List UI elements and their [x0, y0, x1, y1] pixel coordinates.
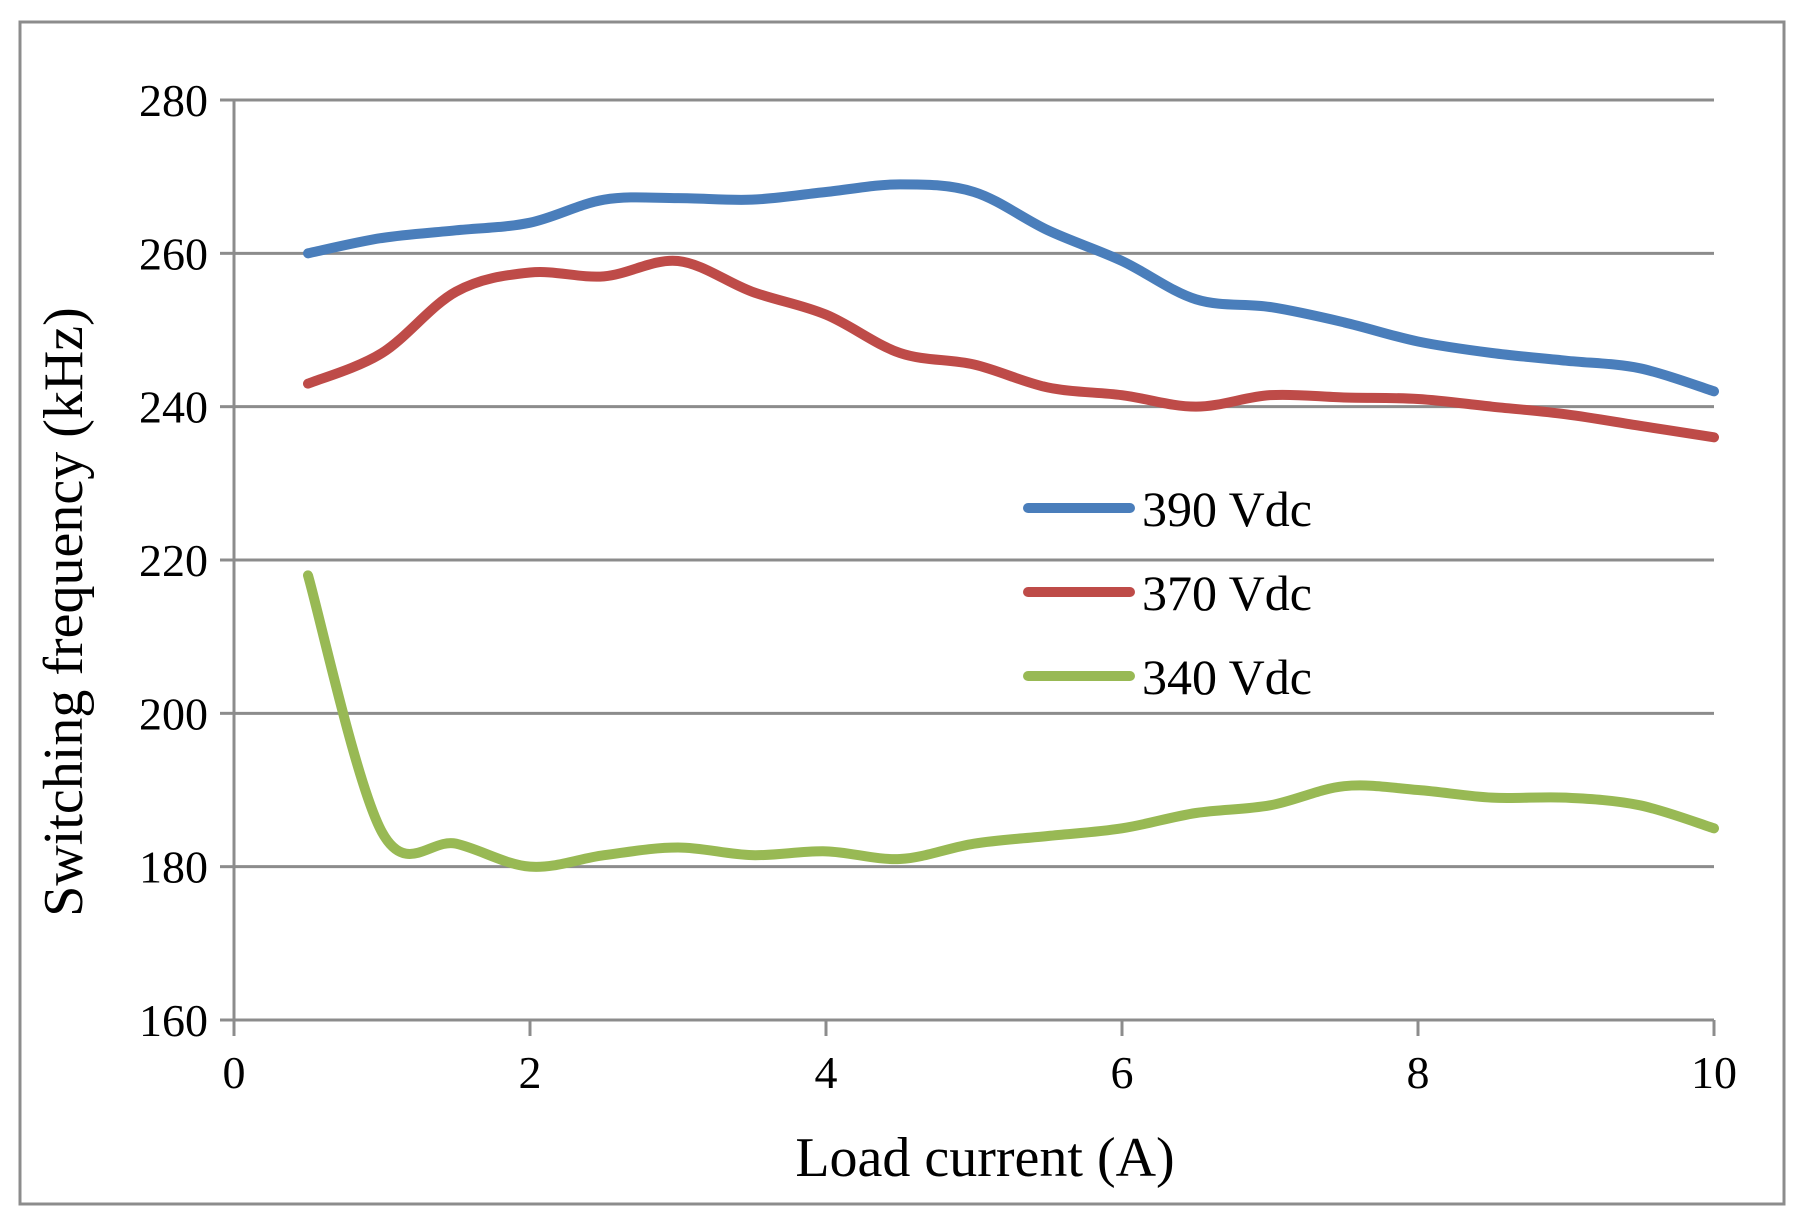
data-point-390-vdc — [1265, 302, 1275, 312]
data-point-370-vdc — [821, 310, 831, 320]
data-point-340-vdc — [1487, 793, 1497, 803]
data-point-370-vdc — [1413, 394, 1423, 404]
data-point-340-vdc — [1339, 781, 1349, 791]
data-point-390-vdc — [747, 195, 757, 205]
data-point-340-vdc — [1117, 823, 1127, 833]
series-line-390-vdc — [303, 179, 1719, 397]
data-point-370-vdc — [1043, 383, 1053, 393]
data-point-390-vdc — [377, 233, 387, 243]
series-lines — [303, 179, 1719, 872]
data-point-390-vdc — [895, 179, 905, 189]
x-axis-title: Load current (A) — [795, 1127, 1174, 1189]
data-point-370-vdc — [1561, 409, 1571, 419]
data-point-370-vdc — [747, 287, 757, 297]
data-point-340-vdc — [969, 839, 979, 849]
data-point-370-vdc — [303, 379, 313, 389]
data-point-340-vdc — [1191, 808, 1201, 818]
data-point-390-vdc — [1191, 294, 1201, 304]
data-point-340-vdc — [525, 862, 535, 872]
data-point-370-vdc — [969, 360, 979, 370]
data-point-370-vdc — [377, 348, 387, 358]
data-point-370-vdc — [1191, 402, 1201, 412]
data-point-340-vdc — [1635, 800, 1645, 810]
y-tick-label: 240 — [139, 382, 208, 433]
data-point-390-vdc — [1635, 363, 1645, 373]
data-point-340-vdc — [303, 570, 313, 580]
data-point-390-vdc — [1117, 256, 1127, 266]
y-tick-label: 260 — [139, 228, 208, 279]
legend-label-370-vdc: 370 Vdc — [1142, 565, 1312, 621]
legend: 390 Vdc 370 Vdc 340 Vdc — [1023, 481, 1312, 705]
data-point-390-vdc — [1561, 356, 1571, 366]
data-point-340-vdc — [599, 850, 609, 860]
data-point-370-vdc — [895, 348, 905, 358]
data-point-390-vdc — [525, 218, 535, 228]
x-tick-label: 0 — [223, 1047, 246, 1098]
data-point-370-vdc — [451, 287, 461, 297]
data-point-390-vdc — [451, 225, 461, 235]
y-tick-label: 180 — [139, 842, 208, 893]
data-point-390-vdc — [599, 195, 609, 205]
data-point-390-vdc — [673, 193, 683, 203]
data-point-370-vdc — [1265, 390, 1275, 400]
data-point-390-vdc — [303, 248, 313, 258]
x-tick-label: 8 — [1407, 1047, 1430, 1098]
series-line-340-vdc — [303, 570, 1719, 872]
y-tick-label: 160 — [139, 995, 208, 1046]
data-point-340-vdc — [1413, 785, 1423, 795]
grid-lines — [234, 98, 1714, 869]
data-point-340-vdc — [1709, 823, 1719, 833]
axes: 160 180 200 220 240 260 280 0 2 4 6 8 10 — [139, 75, 1737, 1098]
x-tick-label: 6 — [1111, 1047, 1134, 1098]
data-point-340-vdc — [451, 839, 461, 849]
data-point-340-vdc — [1265, 800, 1275, 810]
series-line-370-vdc — [303, 255, 1719, 443]
data-point-370-vdc — [599, 271, 609, 281]
y-tick-label: 220 — [139, 535, 208, 586]
data-point-390-vdc — [969, 187, 979, 197]
data-point-340-vdc — [895, 854, 905, 864]
data-point-340-vdc — [747, 850, 757, 860]
data-point-340-vdc — [377, 827, 387, 837]
x-tick-label: 2 — [519, 1047, 542, 1098]
y-tick-label: 280 — [139, 75, 208, 126]
data-point-370-vdc — [1339, 392, 1349, 402]
y-axis-title: Switching frequency (kHz) — [33, 307, 95, 917]
chart-frame — [18, 20, 1786, 1206]
data-point-390-vdc — [1487, 348, 1497, 358]
data-point-340-vdc — [673, 843, 683, 853]
data-point-390-vdc — [1043, 225, 1053, 235]
data-point-370-vdc — [1117, 390, 1127, 400]
data-point-390-vdc — [821, 187, 831, 197]
data-point-340-vdc — [1561, 793, 1571, 803]
x-tick-label: 4 — [815, 1047, 838, 1098]
data-point-390-vdc — [1709, 386, 1719, 396]
data-point-390-vdc — [1339, 317, 1349, 327]
y-tick-label: 200 — [139, 688, 208, 739]
data-point-370-vdc — [1709, 432, 1719, 442]
data-point-390-vdc — [1413, 337, 1423, 347]
data-point-370-vdc — [525, 268, 535, 278]
data-point-340-vdc — [821, 846, 831, 856]
data-point-370-vdc — [1487, 402, 1497, 412]
legend-label-340-vdc: 340 Vdc — [1142, 649, 1312, 705]
data-point-370-vdc — [673, 256, 683, 266]
legend-label-390-vdc: 390 Vdc — [1142, 481, 1312, 537]
x-tick-label: 10 — [1691, 1047, 1737, 1098]
data-point-340-vdc — [1043, 831, 1053, 841]
data-point-370-vdc — [1635, 421, 1645, 431]
